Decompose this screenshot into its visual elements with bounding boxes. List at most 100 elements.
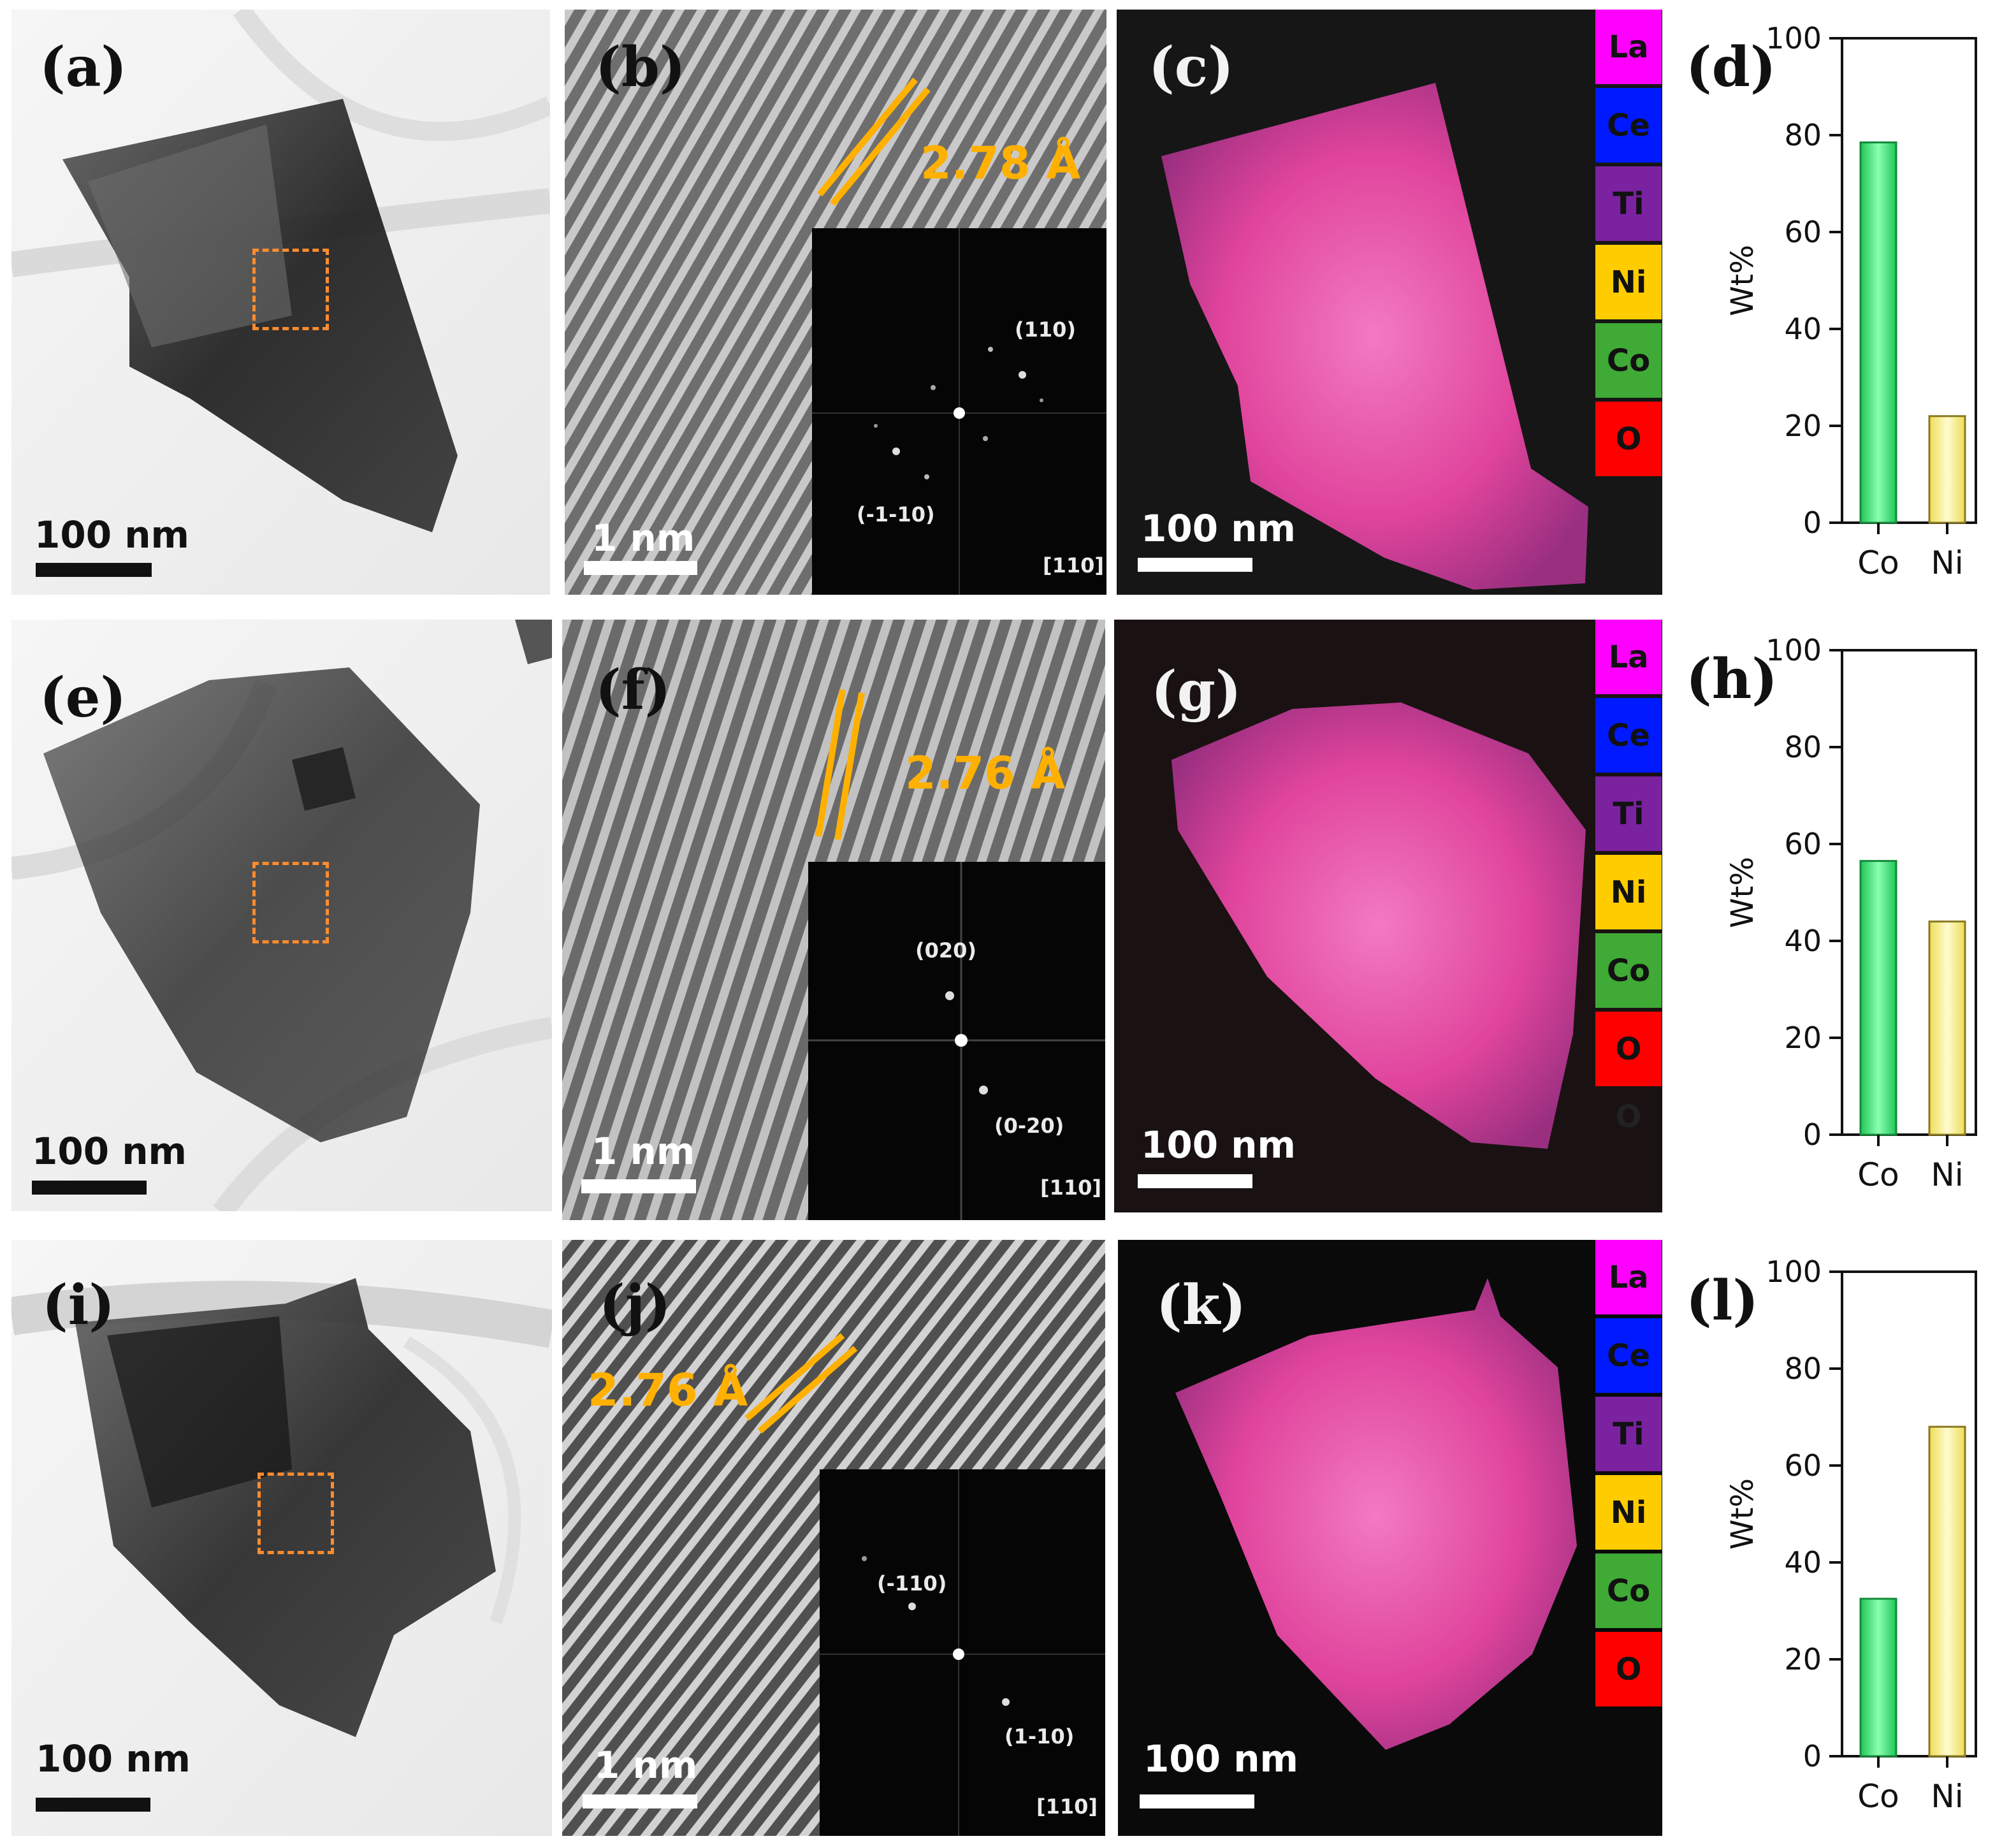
x-tick-label: Co — [1857, 1778, 1899, 1815]
scale-bar-label: 100 nm — [34, 513, 189, 557]
fft-spot-label: (0-20) — [994, 1114, 1064, 1138]
co-bar — [1859, 860, 1897, 1136]
fft-inset: (110) (-1-10) [110] — [812, 228, 1106, 595]
eds-map-g: (g) 100 nm — [1114, 620, 1662, 1212]
panel-label-i: (i) — [42, 1273, 115, 1337]
fft-inset: (020) (0-20) [110] — [808, 862, 1105, 1220]
scale-bar-label: 100 nm — [1143, 1737, 1298, 1780]
scale-bar — [1140, 1794, 1254, 1808]
ni-bar — [1928, 1425, 1966, 1757]
tem-image-e: (e) 100 nm — [11, 620, 552, 1211]
y-tick-label: 100 — [1766, 25, 1822, 55]
legend-ti: Ti — [1595, 166, 1662, 241]
y-tick-label: 0 — [1803, 1739, 1822, 1773]
panel-label-c: (c) — [1149, 35, 1234, 99]
ni-bar — [1928, 920, 1966, 1136]
co-bar — [1859, 1597, 1897, 1757]
zone-axis-label: [110] — [1036, 1794, 1098, 1819]
y-tick-label: 40 — [1784, 924, 1822, 958]
d-spacing-label: 2.76 Å — [588, 1364, 748, 1416]
y-tick-label: 40 — [1784, 312, 1822, 346]
x-tick-label: Ni — [1931, 1156, 1963, 1193]
zone-axis-label: [110] — [1043, 553, 1105, 578]
eds-map-c: (c) 100 nm — [1117, 10, 1662, 595]
y-tick-label: 20 — [1784, 409, 1822, 443]
d-spacing-label: 2.76 Å — [905, 747, 1066, 799]
legend-ce: Ce — [1595, 88, 1662, 163]
scale-bar — [32, 1181, 147, 1195]
scale-bar-label: 100 nm — [36, 1737, 191, 1780]
plot-frame — [1841, 37, 1977, 524]
hrtem-image-j: 2.76 Å (j) (-110) (1-10) [110] 1 nm — [562, 1240, 1105, 1836]
scale-bar-label: 1 nm — [591, 1130, 695, 1173]
legend-ni: Ni — [1595, 245, 1662, 319]
legend-ce: Ce — [1595, 1318, 1662, 1393]
panel-label-e: (e) — [40, 666, 127, 730]
y-tick-label: 0 — [1803, 506, 1822, 540]
y-tick-label: 20 — [1784, 1642, 1822, 1677]
tem-image-i: (i) 100 nm — [11, 1240, 552, 1836]
ni-bar — [1928, 415, 1966, 524]
fft-inset: (-110) (1-10) [110] — [820, 1469, 1105, 1836]
legend-ni: Ni — [1595, 1475, 1662, 1550]
hrtem-image-f: 2.76 Å (f) (020) (0-20) [110] 1 nm — [562, 620, 1105, 1220]
legend-ti: Ti — [1595, 1397, 1662, 1471]
legend-la: La — [1595, 10, 1662, 84]
y-tick-label: 20 — [1784, 1021, 1822, 1055]
legend-la: La — [1595, 620, 1662, 694]
panel-label-l: (l) — [1686, 1269, 1759, 1333]
legend-co: Co — [1595, 933, 1662, 1008]
legend-co: Co — [1595, 323, 1662, 398]
y-tick-label: 100 — [1766, 1259, 1822, 1289]
roi-box — [252, 249, 329, 330]
scale-bar-label: 100 nm — [1141, 507, 1296, 550]
panel-label-b: (b) — [595, 35, 686, 99]
co-bar — [1859, 141, 1897, 524]
panel-label-f: (f) — [595, 658, 671, 722]
panel-label-h: (h) — [1686, 647, 1778, 711]
bar-chart-h: 0 20 40 60 80 100 Wt% Co Ni — [1725, 637, 1977, 1193]
zone-axis-label: [110] — [1040, 1175, 1102, 1200]
y-axis-label: Wt% — [1725, 857, 1760, 928]
scale-bar — [583, 1794, 697, 1808]
y-tick-label: 60 — [1784, 1448, 1822, 1483]
y-tick-label: 40 — [1784, 1545, 1822, 1580]
panel-label-k: (k) — [1156, 1273, 1246, 1337]
y-tick-label: 100 — [1766, 637, 1822, 667]
y-axis-label: Wt% — [1725, 245, 1760, 316]
scale-bar — [584, 561, 697, 575]
scale-bar — [36, 563, 152, 577]
fft-spot-label: (-110) — [877, 1571, 947, 1596]
y-tick-label: 80 — [1784, 118, 1822, 152]
roi-box — [258, 1473, 334, 1554]
fft-spot-label: (020) — [915, 938, 977, 963]
y-tick-label: 80 — [1784, 730, 1822, 764]
panel-label-a: (a) — [40, 35, 127, 99]
panel-label-j: (j) — [599, 1273, 671, 1337]
scale-bar — [581, 1179, 696, 1193]
fft-spot-label: (110) — [1015, 317, 1077, 342]
legend-o: O — [1595, 1632, 1662, 1706]
scale-bar-label: 1 nm — [591, 516, 695, 560]
fft-spot-label: (1-10) — [1005, 1724, 1075, 1749]
d-spacing-label: 2.78 Å — [920, 137, 1081, 189]
legend-o: O — [1595, 402, 1662, 476]
y-tick-label: 0 — [1803, 1117, 1822, 1152]
bar-chart-d: 0 20 40 60 80 100 Wt% Co Ni — [1725, 25, 1977, 581]
y-axis-label: Wt% — [1725, 1478, 1760, 1550]
x-tick-label: Co — [1857, 1156, 1899, 1193]
x-tick-label: Ni — [1931, 544, 1963, 581]
plot-frame — [1841, 649, 1977, 1136]
roi-box — [252, 862, 329, 943]
plot-frame — [1841, 1270, 1977, 1757]
x-tick-label: Ni — [1931, 1778, 1963, 1815]
x-tick-label: Co — [1857, 544, 1899, 581]
eds-map-k: (k) 100 nm — [1118, 1240, 1662, 1836]
legend-co: Co — [1595, 1553, 1662, 1628]
panel-label-g: (g) — [1151, 659, 1242, 724]
bar-chart-l: 0 20 40 60 80 100 Wt% Co Ni — [1725, 1259, 1977, 1815]
y-tick-label: 60 — [1784, 215, 1822, 249]
legend-ce: Ce — [1595, 698, 1662, 773]
legend-o: O — [1595, 1012, 1662, 1086]
scale-bar-label: 100 nm — [1141, 1123, 1296, 1167]
